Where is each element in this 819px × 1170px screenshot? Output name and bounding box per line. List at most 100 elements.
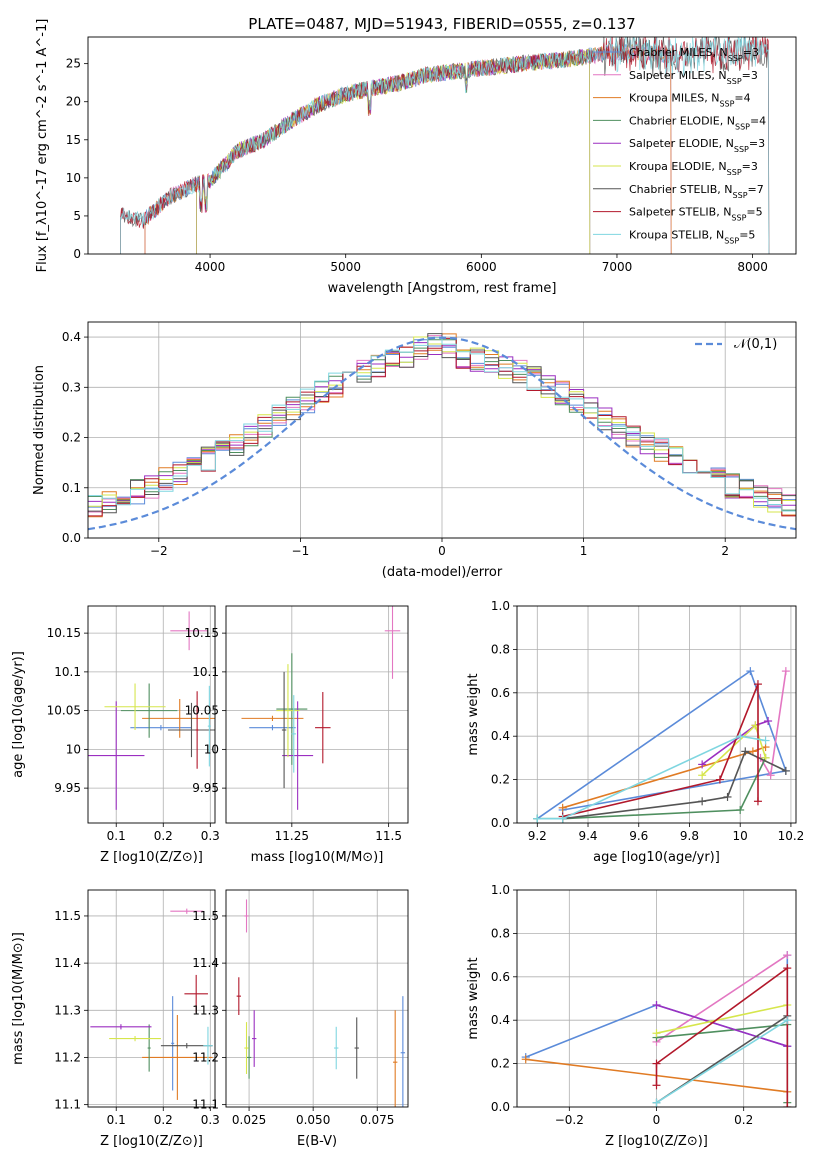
y-tick-label: 9.95 — [54, 781, 81, 795]
y-tick-label: 10.15 — [47, 626, 81, 640]
y-tick-label: 1.0 — [491, 883, 510, 897]
x-tick-label: 10.2 — [778, 829, 805, 843]
errorbar-kroupa-elodie — [276, 664, 300, 758]
y-tick-label: 10.1 — [54, 665, 81, 679]
legend-entry-chabrier-miles: Chabrier MILES, NSSP=3 — [629, 46, 759, 63]
age-vs-mass-panel: 11.25 11.5 9.95 10 10.05 10.1 10.15 mass [log10… — [185, 605, 409, 865]
x-tick-label: 0 — [438, 544, 446, 558]
x-tick-label: 9.4 — [578, 829, 597, 843]
y-tick-label: 0.2 — [491, 773, 510, 787]
x-tick-label: 7000 — [602, 260, 633, 274]
y-tick-label: 10.15 — [185, 626, 219, 640]
errorbar-salpeter-stelib — [236, 977, 242, 1016]
y-tick-label: 11.4 — [54, 956, 81, 970]
y-tick-label: 11.1 — [192, 1098, 219, 1112]
y-tick-label: 11.5 — [54, 909, 81, 923]
errorbars — [241, 606, 401, 810]
errorbars — [90, 908, 213, 1100]
y-tick-label: 11.5 — [192, 909, 219, 923]
spectrum-kroupa-elodie — [196, 48, 591, 254]
errorbar-kroupa-stelib — [334, 1026, 339, 1070]
x-tick-label: 0.1 — [107, 1113, 126, 1127]
weights-kroupa-miles — [558, 743, 770, 812]
y-tick-label: 0.4 — [491, 729, 510, 743]
weights-chabrier-elodie — [533, 753, 770, 823]
y-tick-label: 25 — [66, 57, 81, 71]
x-axis-label: Z [log10(Z/Z⊙)] — [100, 850, 203, 865]
errorbar-salpeter-elodie — [90, 1024, 152, 1030]
y-tick-label: 0.0 — [491, 816, 510, 830]
errorbars — [236, 899, 406, 1107]
errorbar-chabrier-elodie — [276, 653, 308, 765]
errorbar-chabrier-stelib — [354, 1017, 359, 1079]
errorbar-kroupa-stelib — [203, 1026, 213, 1065]
axes-frame — [87, 605, 216, 824]
x-tick-label: −2 — [150, 544, 168, 558]
weights-kroupa-stelib — [652, 1016, 792, 1107]
errorbar-kroupa-elodie — [104, 683, 166, 730]
y-tick-label: 20 — [66, 95, 81, 109]
errorbar-salpeter-miles — [244, 899, 249, 933]
legend-entry-salpeter-elodie: Salpeter ELODIE, NSSP=3 — [629, 137, 765, 154]
y-tick-label: 9.95 — [192, 781, 219, 795]
x-tick-label: 4000 — [195, 260, 226, 274]
y-axis-label: age [log10(age/yr)] — [11, 651, 26, 778]
errorbar-salpeter-miles — [170, 611, 208, 651]
legend-entry-chabrier-elodie: Chabrier ELODIE, NSSP=4 — [629, 114, 766, 130]
x-axis-label: Z [log10(Z/Z⊙)] — [100, 1134, 203, 1149]
residuals-panel: −2 −1 0 1 2 0.0 0.1 0.2 0.3 0.4 (data-model)/error… — [32, 321, 797, 580]
y-tick-label: 0.2 — [491, 1057, 510, 1071]
normal-curve — [88, 336, 796, 531]
y-tick-label: 11.4 — [192, 956, 219, 970]
errorbar-kroupa-stelib — [291, 695, 296, 773]
errorbar-kroupa-miles — [142, 1015, 213, 1100]
x-axis-label: Z [log10(Z/Z⊙)] — [605, 1134, 708, 1149]
legend-entry-salpeter-miles: Salpeter MILES, NSSP=3 — [629, 69, 758, 86]
legend-entry-kroupa-elodie: Kroupa ELODIE, NSSP=3 — [629, 160, 758, 177]
weights-chabrier-miles — [533, 667, 790, 823]
x-tick-label: 2 — [721, 544, 729, 558]
y-tick-label: 0.2 — [62, 431, 81, 445]
errorbar-salpeter-miles — [384, 606, 401, 679]
x-axis-label: age [log10(age/yr)] — [593, 850, 720, 865]
weights-vs-age-panel: 9.2 9.4 9.6 9.8 10 10.2 0.0 0.2 0.4 0.6 0.8 1.0 age … — [466, 599, 804, 865]
legend-entry-kroupa-stelib: Kroupa STELIB, NSSP=5 — [629, 228, 755, 245]
x-tick-label: 0.1 — [107, 829, 126, 843]
legend-entry-chabrier-stelib: Chabrier STELIB, NSSP=7 — [629, 183, 764, 200]
mass-vs-ebv-panel: 0.025 0.050 0.075 11.1 11.2 11.3 11.4 11.5 E(B-V… — [192, 889, 409, 1149]
y-tick-label: 0.4 — [491, 1013, 510, 1027]
histogram-kroupa-stelib — [88, 337, 796, 518]
axes-frame — [516, 605, 797, 824]
histogram-steps — [88, 333, 796, 531]
errorbar-chabrier-miles — [171, 996, 175, 1091]
weights-kroupa-stelib — [533, 732, 770, 823]
spectrum-panel: 4000 5000 6000 7000 8000 0 5 10 15 20 25 wavelength… — [35, 19, 797, 296]
y-tick-label: 0.6 — [491, 686, 510, 700]
x-tick-label: 0.3 — [201, 829, 220, 843]
x-tick-label: 8000 — [737, 260, 768, 274]
y-axis-label: Flux [f_λ10^-17 erg cm^-2 s^-1 A^-1] — [35, 19, 50, 273]
errorbar-chabrier-elodie — [246, 1036, 252, 1079]
errorbar-chabrier-stelib — [167, 702, 215, 758]
errorbar-kroupa-stelib — [207, 685, 211, 767]
x-axis-label: (data-model)/error — [382, 565, 503, 580]
y-tick-label: 11.2 — [192, 1050, 219, 1064]
errorbar-salpeter-miles — [170, 908, 204, 914]
errorbar-kroupa-miles — [241, 715, 304, 721]
errorbar-chabrier-elodie — [147, 1024, 151, 1072]
x-tick-label: 5000 — [330, 260, 361, 274]
y-tick-label: 0.6 — [491, 970, 510, 984]
x-tick-label: 9.8 — [680, 829, 699, 843]
x-tick-label: 11.5 — [375, 829, 402, 843]
y-tick-label: 5 — [73, 209, 81, 223]
spectrum-lines — [120, 37, 770, 254]
x-tick-label: −0.2 — [555, 1113, 584, 1127]
y-tick-label: 0.8 — [491, 926, 510, 940]
figure-title: PLATE=0487, MJD=51943, FIBERID=0555, z=0… — [248, 15, 635, 33]
x-tick-label: 1 — [580, 544, 588, 558]
x-tick-label: 0.050 — [296, 1113, 330, 1127]
y-tick-label: 0.0 — [491, 1100, 510, 1114]
errorbar-kroupa-miles — [392, 1010, 398, 1107]
y-tick-label: 0 — [73, 247, 81, 261]
